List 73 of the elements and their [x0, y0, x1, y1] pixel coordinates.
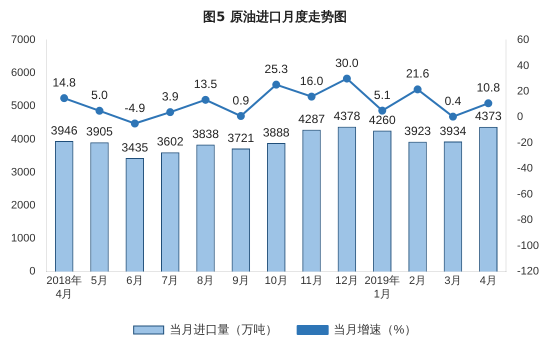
y-tick-label: 3000	[10, 166, 36, 178]
x-tick-label: 2018年 4月	[46, 275, 82, 300]
y-tick-label: 1000	[10, 232, 36, 245]
legend-label: 当月进口量（万吨）	[170, 322, 278, 336]
x-tick-label: 7月	[162, 275, 179, 288]
y2-tick-label: 40	[516, 60, 530, 72]
x-tick-label: 2019年 1月	[364, 275, 400, 300]
data-label: 3905	[86, 124, 114, 139]
data-label: 14.8	[52, 75, 76, 90]
point	[272, 80, 280, 89]
data-label: 13.5	[194, 77, 218, 92]
point	[342, 74, 351, 83]
point	[202, 96, 210, 104]
y2-tick-label: 60	[516, 34, 530, 46]
data-label: 25.3	[264, 62, 288, 76]
data-label: 3934	[440, 124, 467, 138]
data-label: -4.9	[124, 100, 146, 115]
y2-tick-label: 0	[516, 111, 524, 124]
data-label: 4373	[474, 109, 502, 124]
x-tick-label: 3月	[444, 275, 462, 288]
y2-tick-label: -100	[516, 240, 540, 252]
data-label: 0.4	[444, 94, 462, 108]
x-tick-label: 12月	[335, 275, 359, 288]
y2-tick-label: -40	[516, 162, 533, 175]
x-tick-label: 2月	[409, 275, 426, 288]
legend-label: 当月增速（%）	[334, 322, 416, 336]
data-label: 5.0	[91, 88, 108, 102]
data-label: 3888	[262, 125, 290, 140]
x-tick-label: 9月	[232, 275, 250, 288]
data-label: 4260	[368, 112, 396, 127]
data-label: 4287	[298, 112, 326, 126]
point	[60, 94, 68, 102]
chart-title: 图5 原油进口月度走势图	[202, 8, 348, 26]
x-tick-label: 6月	[126, 275, 144, 288]
y-tick-label: 5000	[10, 100, 36, 112]
y2-tick-label: -80	[516, 214, 533, 226]
data-label: 10.8	[476, 80, 500, 95]
data-label: 3.9	[162, 89, 179, 104]
data-label: 16.0	[300, 74, 324, 88]
x-tick-label: 11月	[300, 275, 323, 288]
point	[448, 112, 457, 121]
y-tick-label: 7000	[10, 34, 36, 46]
data-label: 3721	[228, 130, 255, 145]
point	[166, 108, 174, 116]
x-tick-label: 5月	[90, 275, 108, 288]
point	[236, 112, 245, 120]
y-tick-label: 4000	[10, 133, 36, 146]
data-label: 3923	[404, 124, 432, 138]
x-tick-label: 10月	[264, 275, 288, 288]
x-tick-label: 8月	[196, 275, 214, 288]
y2-tick-label: -60	[516, 188, 533, 200]
data-label: 0.9	[232, 93, 250, 108]
point	[130, 120, 139, 128]
y-tick-label: 6000	[10, 67, 36, 80]
y2-tick-label: -20	[516, 136, 533, 149]
data-label: 3946	[50, 123, 78, 138]
data-label: 4378	[334, 109, 361, 124]
data-label: 3602	[156, 134, 184, 149]
data-label: 3435	[121, 140, 149, 154]
data-label: 21.6	[406, 66, 430, 81]
y2-tick-label: -120	[516, 266, 540, 278]
data-label: 30.0	[335, 56, 359, 70]
y-tick-label: 2000	[10, 199, 36, 212]
y2-tick-label: 20	[516, 86, 530, 98]
point	[484, 99, 492, 108]
point	[308, 92, 316, 101]
data-label: 5.1	[374, 88, 391, 102]
point	[95, 106, 104, 115]
data-label: 3838	[192, 126, 220, 141]
point	[414, 85, 422, 94]
x-tick-label: 4月	[480, 275, 497, 288]
point	[378, 106, 386, 115]
y-tick-label: 0	[29, 266, 36, 278]
